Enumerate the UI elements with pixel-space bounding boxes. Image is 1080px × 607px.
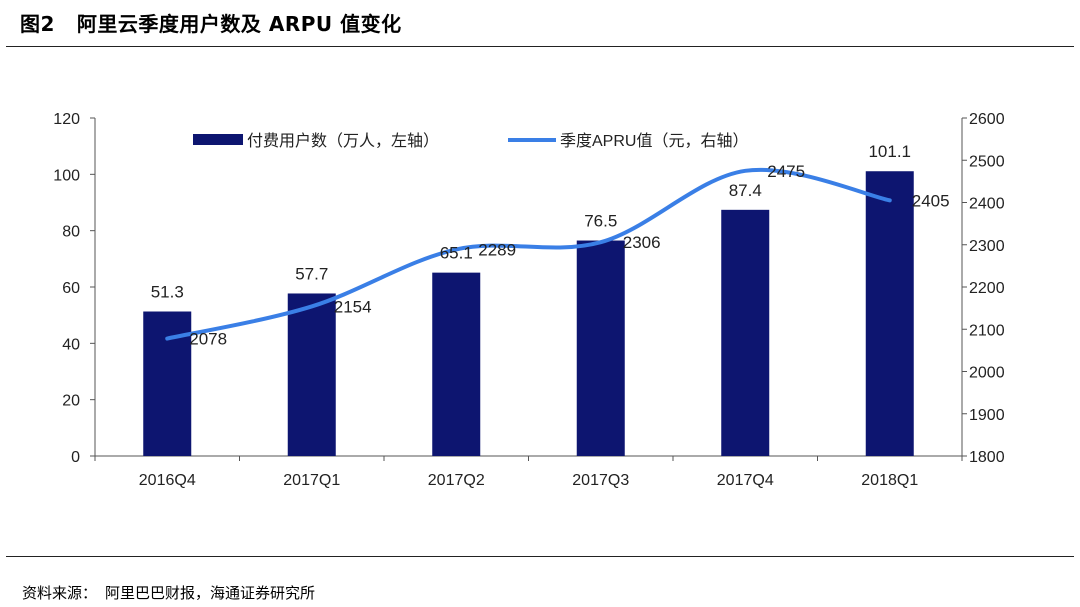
legend-line-label: 季度APRU值（元，右轴） [560, 132, 748, 150]
arpu-series-line [165, 167, 892, 341]
left-tick-label: 100 [53, 167, 80, 184]
right-tick-label: 2000 [969, 365, 1005, 382]
left-tick-label: 40 [62, 336, 80, 353]
left-tick-label: 120 [53, 111, 80, 128]
source-text: 阿里巴巴财报，海通证券研究所 [105, 584, 316, 602]
line-data-label: 2475 [767, 162, 805, 181]
bar [865, 171, 914, 457]
top-rule [6, 46, 1074, 47]
legend-bar-swatch [193, 134, 243, 145]
bar [576, 240, 625, 456]
x-tick-label: 2018Q1 [861, 472, 918, 489]
bar-data-label: 76.5 [584, 212, 617, 231]
x-tick-label: 2017Q1 [283, 472, 340, 489]
bar-data-label: 65.1 [440, 244, 473, 263]
bottom-rule [6, 556, 1074, 557]
left-tick-label: 80 [62, 224, 80, 241]
bar-data-label: 101.1 [868, 142, 911, 161]
line-data-label: 2078 [189, 330, 227, 349]
right-tick-label: 1900 [969, 407, 1005, 424]
right-tick-label: 1800 [969, 449, 1005, 466]
bar [287, 293, 336, 456]
left-tick-label: 60 [62, 280, 80, 297]
source-note: 资料来源： 阿里巴巴财报，海通证券研究所 [22, 582, 323, 603]
right-tick-label: 2200 [969, 280, 1005, 297]
legend-bar-label: 付费用户数（万人，左轴） [247, 132, 439, 150]
left-tick-label: 0 [71, 449, 80, 466]
bar-data-label: 57.7 [295, 264, 328, 283]
x-tick-label: 2017Q3 [572, 472, 629, 489]
combo-chart: 0 20 40 60 80 100 120 1800 1900 2000 2100 2200 2300 2… [53, 111, 1005, 489]
line-data-label: 2154 [334, 297, 372, 316]
x-tick-label: 2016Q4 [139, 472, 196, 489]
bar [721, 209, 770, 456]
figure-title-block: 图2 阿里云季度用户数及 ARPU 值变化 [20, 8, 402, 37]
x-tick-label: 2017Q4 [717, 472, 774, 489]
figure-label: 图2 [20, 12, 55, 36]
source-label: 资料来源： [22, 584, 98, 602]
line-data-label: 2306 [623, 233, 661, 252]
right-tick-label: 2300 [969, 238, 1005, 255]
bar-data-label: 87.4 [729, 181, 762, 200]
x-tick-label: 2017Q2 [428, 472, 485, 489]
right-tick-label: 2600 [969, 111, 1005, 128]
right-tick-label: 2400 [969, 196, 1005, 213]
left-tick-label: 20 [62, 393, 80, 410]
figure-title: 阿里云季度用户数及 ARPU 值变化 [76, 12, 402, 36]
line-data-label: 2289 [478, 240, 516, 259]
right-tick-label: 2100 [969, 322, 1005, 339]
right-tick-label: 2500 [969, 153, 1005, 170]
bar-data-label: 51.3 [151, 283, 184, 302]
bar [432, 272, 481, 456]
line-data-label: 2405 [912, 191, 950, 210]
